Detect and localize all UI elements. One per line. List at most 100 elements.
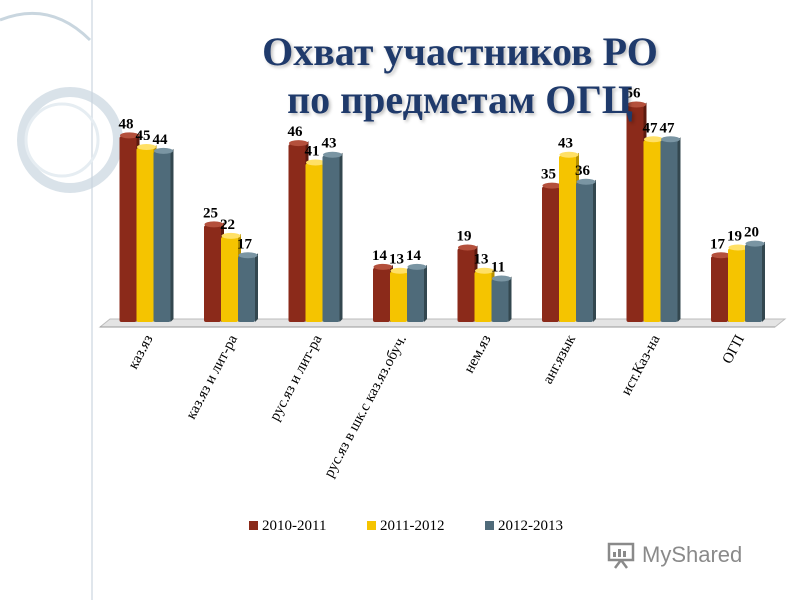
bar-top-6-0: [627, 101, 646, 108]
data-label-3-0: 14: [372, 248, 388, 264]
watermark: MyShared: [606, 538, 742, 572]
slide-title: Охват участников РО по предметам ОГЦ: [160, 28, 760, 124]
data-label-5-1: 43: [558, 136, 573, 152]
watermark-text: MyShared: [642, 542, 743, 567]
slide-decoration: [0, 0, 123, 600]
legend-label-2: 2012-2013: [498, 518, 563, 534]
bar-top-3-2: [407, 263, 427, 270]
category-label-0: каз.яз: [125, 332, 156, 372]
presentation-board-icon: [607, 542, 635, 569]
data-label-6-1: 47: [643, 120, 659, 136]
data-label-3-2: 14: [406, 248, 422, 264]
bar-3-1: [390, 271, 407, 322]
data-label-0-1: 45: [136, 128, 151, 144]
data-label-2-1: 41: [305, 143, 320, 159]
data-label-3-1: 13: [389, 252, 404, 268]
bar-top-6-2: [661, 136, 680, 143]
data-label-2-0: 46: [288, 124, 304, 140]
bar-4-0: [457, 248, 475, 322]
bar-7-1: [728, 248, 745, 322]
data-label-2-2: 43: [322, 136, 337, 152]
data-label-6-0: 56: [626, 85, 642, 101]
data-label-5-0: 35: [541, 167, 556, 183]
bar-top-7-1: [728, 244, 748, 251]
bar-7-2: [745, 244, 762, 322]
bar-1-2: [238, 256, 255, 322]
bar-top-3-1: [390, 267, 410, 274]
bar-top-2-1: [306, 159, 325, 166]
bar-5-0: [542, 186, 559, 322]
data-label-0-0: 48: [119, 116, 134, 132]
category-label-2: рус.яз и лит-ра: [267, 332, 326, 424]
category-label-4: нем.яз: [461, 332, 494, 376]
category-label-1: каз.яз и лит-ра: [183, 332, 241, 422]
bar-side-5-2: [593, 179, 596, 322]
bar-top-4-0: [458, 244, 477, 251]
chart-floor: [98, 318, 787, 328]
data-label-7-2: 20: [744, 225, 759, 241]
data-label-6-2: 47: [660, 120, 676, 136]
bar-side-2-2: [339, 152, 343, 322]
legend-swatch-0: [249, 521, 258, 530]
data-label-7-0: 17: [710, 236, 726, 252]
bar-6-2: [660, 140, 678, 322]
bar-4-2: [491, 279, 509, 322]
legend-label-1: 2011-2012: [380, 518, 444, 534]
bar-top-0-2: [154, 147, 173, 154]
bar-side-6-2: [677, 137, 681, 322]
bar-top-5-1: [559, 151, 579, 158]
bar-top-7-2: [745, 240, 765, 247]
category-label-6: ист.Каз-на: [618, 332, 663, 398]
data-label-1-0: 25: [203, 205, 218, 221]
bar-side-3-2: [424, 264, 427, 322]
bar-side-7-2: [762, 241, 765, 322]
bar-5-1: [559, 155, 576, 322]
bar-top-7-0: [711, 252, 731, 259]
bar-2-1: [305, 163, 323, 322]
bar-top-0-0: [120, 132, 139, 139]
bar-3-2: [407, 267, 424, 322]
data-label-7-1: 19: [727, 229, 742, 245]
bar-0-0: [119, 136, 137, 322]
bar-side-4-2: [508, 276, 512, 322]
bar-0-2: [153, 151, 171, 322]
bar-top-1-1: [221, 232, 241, 239]
bar-top-3-0: [373, 263, 393, 270]
data-label-1-2: 17: [237, 236, 253, 252]
bar-2-0: [288, 144, 306, 322]
bar-6-1: [643, 140, 661, 322]
bar-top-4-2: [492, 275, 511, 282]
bar-top-1-2: [238, 252, 258, 259]
title-line-1: Охват участников РО: [262, 29, 658, 74]
bar-6-0: [626, 105, 644, 322]
bar-side-1-2: [255, 253, 258, 322]
bar-top-5-0: [542, 182, 562, 189]
category-label-7: ОГП: [720, 332, 748, 366]
legend-swatch-2: [485, 521, 494, 530]
data-label-0-2: 44: [153, 132, 169, 148]
bar-4-1: [474, 271, 492, 322]
bar-top-1-0: [204, 221, 224, 228]
decor-ring: [17, 87, 123, 193]
category-label-3: рус.яз в шк.с каз.яз.обуч.: [321, 332, 410, 480]
chart-legend: 2010-2011 2011-2012 2012-2013: [249, 518, 563, 534]
bar-7-0: [711, 256, 728, 322]
data-label-5-2: 36: [575, 163, 591, 179]
bar-top-2-2: [323, 151, 342, 158]
bar-5-2: [576, 182, 593, 322]
decor-ring-inner: [24, 102, 100, 178]
category-label-5: анг.язык: [540, 332, 579, 387]
data-label-4-0: 19: [457, 229, 472, 245]
bar-0-1: [136, 148, 154, 322]
legend-label-0: 2010-2011: [262, 518, 326, 534]
legend-swatch-1: [367, 521, 376, 530]
data-label-1-1: 22: [220, 217, 235, 233]
bar-top-6-1: [644, 136, 663, 143]
bar-top-2-0: [289, 140, 308, 147]
bar-1-1: [221, 236, 238, 322]
data-label-4-1: 13: [474, 252, 489, 268]
bar-top-0-1: [137, 144, 156, 150]
title-line-2: по предметам ОГЦ: [287, 77, 633, 122]
bar-3-0: [373, 267, 390, 322]
